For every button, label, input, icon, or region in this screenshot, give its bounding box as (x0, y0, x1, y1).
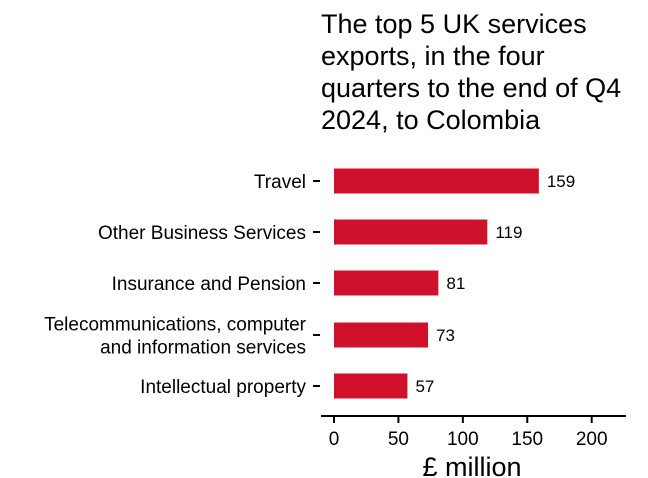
bars: 159 119 81 73 57 (334, 168, 575, 399)
chart-title-line: quarters to the end of Q4 (321, 73, 621, 103)
bar-value-label: 81 (446, 274, 465, 293)
bar (334, 270, 439, 296)
bar-value-label: 73 (436, 326, 455, 345)
x-axis-title: £ million (422, 452, 521, 478)
category-label: Telecommunications, computer (44, 315, 307, 336)
x-tick-label: 0 (329, 429, 340, 450)
category-label: and information services (100, 338, 306, 359)
category-label: Insurance and Pension (112, 274, 306, 295)
category-label: Other Business Services (98, 223, 306, 244)
bar (334, 373, 408, 399)
category-labels: Travel Other Business Services Insurance a… (44, 172, 320, 398)
bar-value-label: 57 (415, 377, 434, 396)
chart-title-line: exports, in the four (321, 41, 545, 71)
chart-title-line: 2024, to Colombia (321, 105, 541, 135)
bar (334, 168, 539, 194)
category-label: Travel (254, 172, 306, 193)
x-tick-label: 150 (511, 429, 543, 450)
chart-title-line: The top 5 UK services (321, 9, 587, 39)
bar (334, 322, 429, 348)
x-tick-label: 100 (447, 429, 479, 450)
x-tick-label: 200 (576, 429, 608, 450)
x-axis: 0 50 100 150 200 (321, 415, 626, 450)
bar (334, 219, 488, 245)
bar-value-label: 159 (547, 172, 575, 191)
bar-value-label: 119 (495, 223, 522, 242)
category-label: Intellectual property (140, 377, 306, 398)
x-tick-label: 50 (388, 429, 409, 450)
